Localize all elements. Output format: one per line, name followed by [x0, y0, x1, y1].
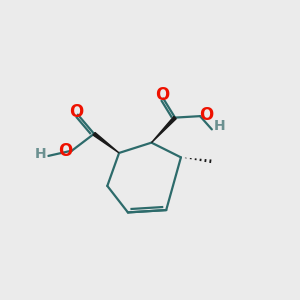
Text: H: H	[213, 119, 225, 134]
Polygon shape	[93, 133, 119, 153]
Text: O: O	[69, 103, 83, 121]
Text: O: O	[58, 142, 73, 160]
Text: O: O	[155, 86, 169, 104]
Text: H: H	[35, 147, 47, 161]
Text: O: O	[199, 106, 213, 124]
Polygon shape	[152, 116, 176, 142]
